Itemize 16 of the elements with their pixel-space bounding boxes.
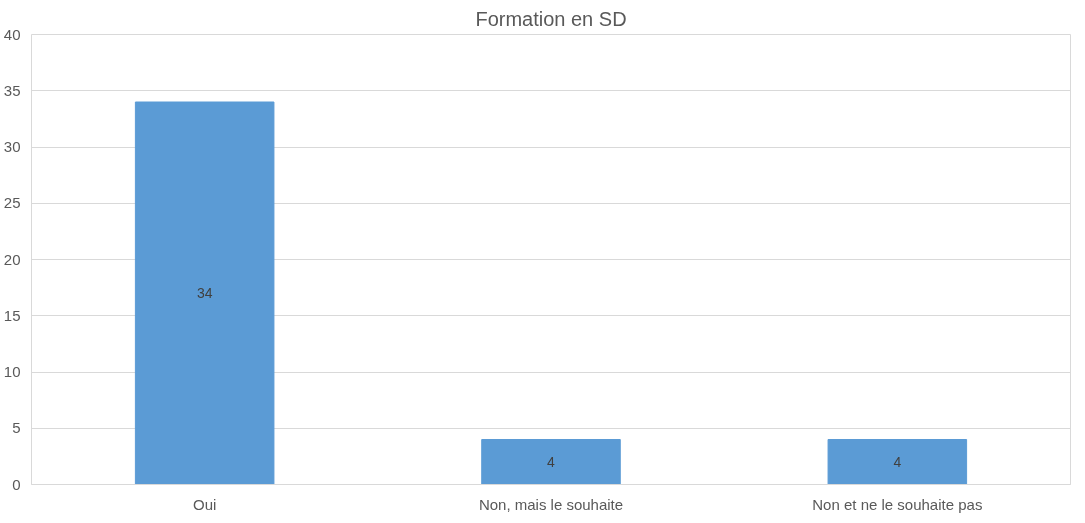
y-tick-label: 15: [3, 306, 21, 324]
x-tick-label: Non, mais le souhaite: [478, 495, 624, 513]
y-tick-label: 35: [3, 81, 21, 99]
y-tick-label: 25: [3, 194, 21, 212]
y-tick-label: 10: [3, 363, 21, 380]
data-label: 4: [547, 454, 556, 470]
chart-title: Formation en SD: [475, 7, 627, 30]
data-label: 4: [893, 454, 902, 470]
x-tick-label: Oui: [193, 495, 217, 513]
data-label: 34: [196, 285, 213, 302]
y-tick-label: 0: [12, 475, 21, 493]
y-tick-label: 30: [3, 138, 21, 155]
y-tick-label: 20: [3, 250, 21, 268]
y-tick-label: 40: [3, 25, 21, 43]
y-tick-label: 5: [12, 419, 21, 437]
x-tick-label: Non et ne le souhaite pas: [812, 495, 983, 513]
